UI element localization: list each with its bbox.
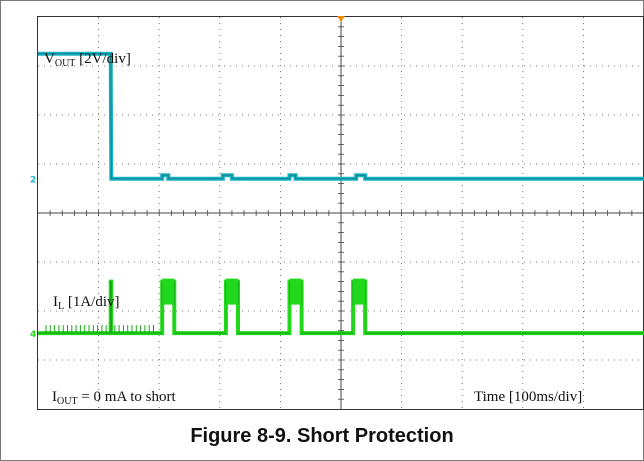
time-label: Time [100ms/div]	[474, 389, 582, 405]
il-label: IL [1A/div]	[53, 294, 120, 312]
channel-markers: 24	[30, 16, 345, 340]
plot-grid	[38, 17, 644, 409]
vout-label: VOUT [2V/div]	[44, 51, 131, 69]
il-pulse	[162, 278, 175, 305]
ch2-marker: 2	[30, 176, 36, 186]
il-pulse	[289, 278, 302, 305]
figure-caption: Figure 8-9. Short Protection	[190, 425, 454, 447]
ch4-marker: 4	[30, 330, 36, 340]
il-pulse	[225, 278, 238, 305]
il-pulse	[353, 278, 366, 305]
vout-trace-noise	[38, 53, 644, 180]
traces	[38, 51, 644, 336]
trigger-marker	[337, 16, 345, 22]
iout-label: IOUT = 0 mA to short	[52, 389, 176, 407]
